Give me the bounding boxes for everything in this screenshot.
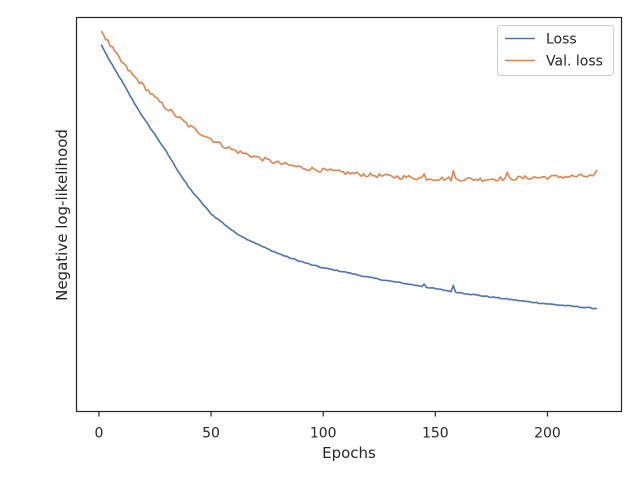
x-axis-label: Epochs [322,444,376,462]
x-tick-label: 100 [310,426,337,442]
series-line-val-loss [100,30,598,183]
x-axis-ticks: 0 50 100 150 200 [94,411,561,442]
x-tick-label: 200 [534,426,561,442]
x-tick-label: 0 [94,426,103,442]
plot-frame [75,16,623,413]
series-line-loss [100,44,597,310]
legend-label-val-loss: Val. loss [546,54,603,70]
legend-label-loss: Loss [546,32,577,48]
x-tick-label: 150 [422,426,449,442]
legend: Loss Val. loss [497,25,614,76]
y-axis-label: Negative log-likelihood [53,129,71,301]
x-tick-label: 50 [202,426,220,442]
series-layer [100,30,598,310]
